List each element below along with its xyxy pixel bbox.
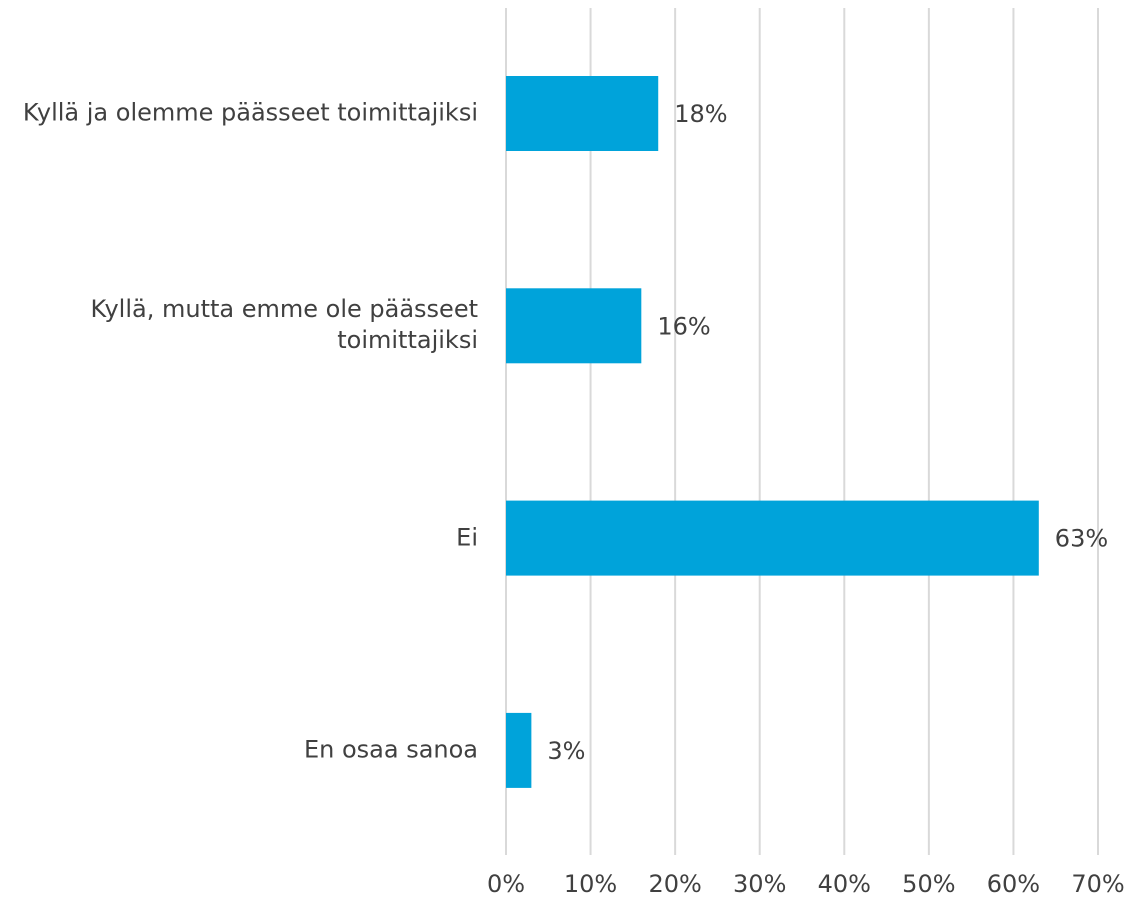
x-tick-label: 20% <box>648 870 701 898</box>
y-tick-label: Ei <box>456 523 478 552</box>
y-tick-label: Kyllä ja olemme päässeet toimittajiksi <box>22 98 478 127</box>
x-tick-label: 70% <box>1071 870 1124 898</box>
x-tick-label: 60% <box>987 870 1040 898</box>
data-label: 3% <box>547 737 585 765</box>
data-label: 18% <box>674 100 727 128</box>
y-tick-label: En osaa sanoa <box>303 735 478 764</box>
bar <box>506 76 659 151</box>
x-tick-label: 50% <box>902 870 955 898</box>
bar <box>506 712 532 788</box>
x-tick-label: 10% <box>564 870 617 898</box>
x-tick-label: 30% <box>733 870 786 898</box>
y-tick-label: Kyllä, mutta emme ole päässeet toimittaj… <box>90 295 478 355</box>
bar <box>506 500 1039 576</box>
data-label: 16% <box>657 312 710 340</box>
x-tick-label: 0% <box>487 870 525 898</box>
bar <box>506 288 642 364</box>
x-tick-label: 40% <box>818 870 871 898</box>
data-label: 63% <box>1055 525 1108 553</box>
